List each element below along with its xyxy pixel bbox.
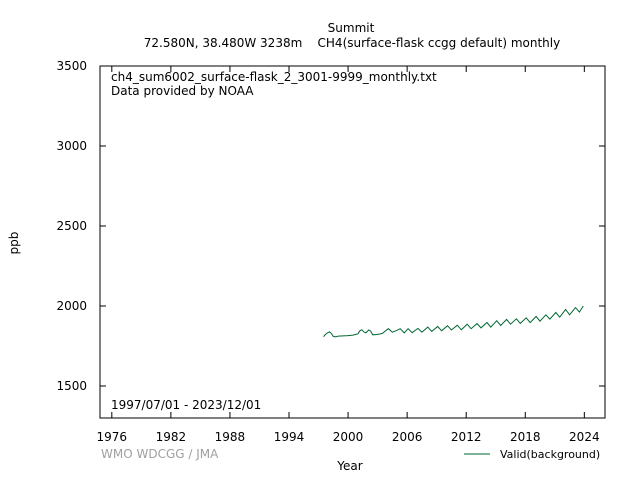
x-tick-label: 2012 — [451, 430, 482, 444]
y-tick-label: 1500 — [56, 379, 87, 393]
x-tick-label: 2000 — [333, 430, 364, 444]
x-tick-label: 1994 — [274, 430, 305, 444]
x-tick-label: 1988 — [215, 430, 246, 444]
y-tick-label: 3500 — [56, 59, 87, 73]
x-tick-label: 1976 — [97, 430, 128, 444]
provider-annotation: Data provided by NOAA — [111, 84, 254, 98]
y-tick-label: 2000 — [56, 299, 87, 313]
chart-title: Summit — [328, 21, 375, 35]
x-tick-label: 2018 — [510, 430, 541, 444]
x-tick-label: 2006 — [392, 430, 423, 444]
period-annotation: 1997/07/01 - 2023/12/01 — [111, 398, 261, 412]
plot-frame — [99, 65, 606, 419]
x-axis-label: Year — [336, 459, 362, 473]
x-axis: 1976 1982 1988 1994 2000 2006 2012 2018 2024 — [97, 66, 600, 444]
y-axis-label: ppb — [7, 232, 21, 255]
x-tick-label: 1982 — [156, 430, 187, 444]
credit-text: WMO WDCGG / JMA — [101, 447, 219, 461]
y-axis: 1500 2000 2500 3000 3500 — [56, 59, 605, 393]
legend-label: Valid(background) — [500, 448, 600, 461]
chart-subtitle: 72.580N, 38.480W 3238m CH4(surface-flask… — [144, 36, 560, 50]
filename-annotation: ch4_sum6002_surface-flask_2_3001-9999_mo… — [111, 70, 437, 84]
series-line — [323, 305, 584, 338]
y-tick-label: 3000 — [56, 139, 87, 153]
x-tick-label: 2024 — [569, 430, 600, 444]
y-tick-label: 2500 — [56, 219, 87, 233]
